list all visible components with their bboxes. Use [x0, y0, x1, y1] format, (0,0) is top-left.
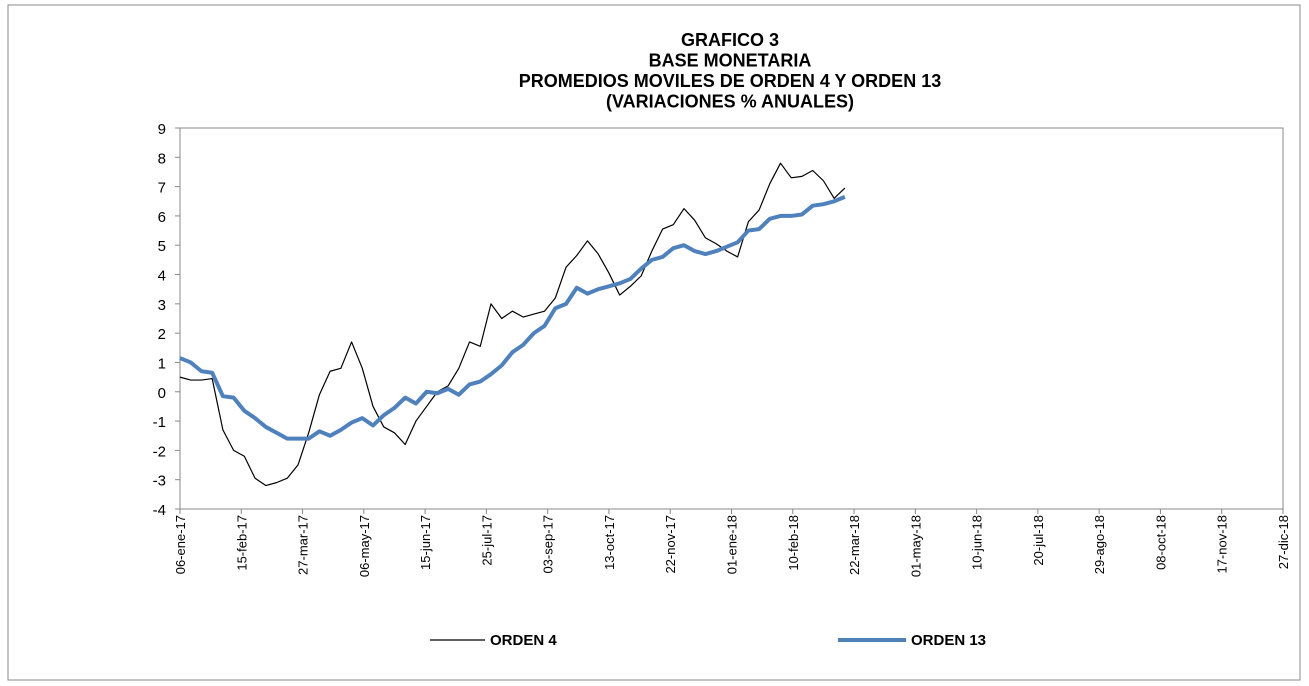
x-tick-label: 15-jun-17	[418, 515, 433, 570]
y-tick-label: 1	[158, 355, 166, 372]
x-tick-label: 29-ago-18	[1092, 515, 1107, 574]
x-tick-label: 06-ene-17	[173, 515, 188, 574]
x-tick-label: 10-feb-18	[786, 515, 801, 571]
chart-frame	[7, 4, 1301, 681]
chart-title: BASE MONETARIA	[649, 51, 812, 71]
series-line	[179, 195, 846, 441]
x-tick-label: 27-mar-17	[296, 515, 311, 575]
y-tick-label: -3	[153, 473, 166, 490]
legend-label: ORDEN 13	[911, 632, 986, 649]
x-tick-label: 25-jul-17	[479, 515, 494, 566]
y-tick-label: 4	[158, 268, 166, 285]
x-tick-label: 17-nov-18	[1215, 515, 1230, 574]
x-tick-label: 06-may-17	[357, 515, 372, 577]
y-tick-label: 7	[158, 180, 166, 197]
chart-title: GRAFICO 3	[681, 30, 779, 50]
x-tick-label: 15-feb-17	[234, 515, 249, 571]
x-tick-label: 01-ene-18	[725, 515, 740, 574]
chart-title: (VARIACIONES % ANUALES)	[606, 92, 854, 112]
x-tick-label: 22-mar-18	[847, 515, 862, 575]
y-tick-label: -4	[153, 502, 166, 519]
x-tick-label: 01-may-18	[908, 515, 923, 577]
x-tick-label: 08-oct-18	[1153, 515, 1168, 570]
x-tick-label: 22-nov-17	[663, 515, 678, 574]
y-tick-label: 8	[158, 150, 166, 167]
y-tick-label: -2	[153, 443, 166, 460]
y-tick-label: 3	[158, 297, 166, 314]
chart-title: PROMEDIOS MOVILES DE ORDEN 4 Y ORDEN 13	[519, 71, 941, 91]
y-tick-label: 2	[158, 326, 166, 343]
x-tick-label: 10-jun-18	[970, 515, 985, 570]
series-line	[179, 162, 846, 487]
x-tick-label: 20-jul-18	[1031, 515, 1046, 566]
y-tick-label: 9	[158, 121, 166, 138]
y-tick-label: 5	[158, 238, 166, 255]
x-tick-label: 13-oct-17	[602, 515, 617, 570]
legend-label: ORDEN 4	[490, 632, 557, 649]
y-tick-label: 0	[158, 385, 166, 402]
y-tick-label: 6	[158, 209, 166, 226]
y-tick-label: -1	[153, 414, 166, 431]
x-tick-label: 03-sep-17	[541, 515, 556, 574]
x-tick-label: 27-dic-18	[1276, 515, 1291, 569]
